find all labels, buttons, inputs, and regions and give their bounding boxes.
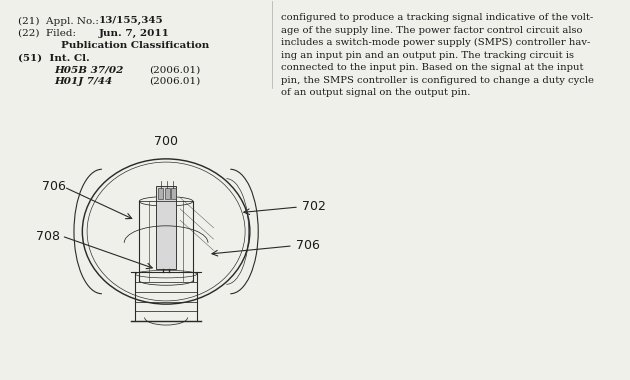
Text: ing an input pin and an output pin. The tracking circuit is: ing an input pin and an output pin. The … xyxy=(280,51,573,60)
Text: pin, the SMPS controller is configured to change a duty cycle: pin, the SMPS controller is configured t… xyxy=(280,76,593,85)
Text: Publication Classification: Publication Classification xyxy=(61,41,210,50)
Text: H05B 37/02: H05B 37/02 xyxy=(54,65,124,74)
Text: Jun. 7, 2011: Jun. 7, 2011 xyxy=(99,28,170,38)
Text: (2006.01): (2006.01) xyxy=(149,77,200,86)
Text: 700: 700 xyxy=(154,135,178,148)
Text: 13/155,345: 13/155,345 xyxy=(99,16,164,25)
Text: 702: 702 xyxy=(302,201,326,214)
Text: (51)  Int. Cl.: (51) Int. Cl. xyxy=(18,54,90,62)
Text: 708: 708 xyxy=(36,230,60,242)
Bar xyxy=(158,188,163,200)
Text: (21)  Appl. No.:: (21) Appl. No.: xyxy=(18,16,99,25)
Bar xyxy=(171,188,176,200)
Text: configured to produce a tracking signal indicative of the volt-: configured to produce a tracking signal … xyxy=(280,13,593,22)
Text: connected to the input pin. Based on the signal at the input: connected to the input pin. Based on the… xyxy=(280,63,583,72)
Text: 706: 706 xyxy=(296,239,320,252)
Text: (2006.01): (2006.01) xyxy=(149,65,200,74)
Text: H01J 7/44: H01J 7/44 xyxy=(54,77,113,86)
Text: of an output signal on the output pin.: of an output signal on the output pin. xyxy=(280,88,470,97)
Text: age of the supply line. The power factor control circuit also: age of the supply line. The power factor… xyxy=(280,26,582,35)
Bar xyxy=(165,188,170,200)
Text: 706: 706 xyxy=(42,180,66,193)
Bar xyxy=(156,186,176,269)
Text: includes a switch-mode power supply (SMPS) controller hav-: includes a switch-mode power supply (SMP… xyxy=(280,38,590,48)
Text: (22)  Filed:: (22) Filed: xyxy=(18,28,76,38)
